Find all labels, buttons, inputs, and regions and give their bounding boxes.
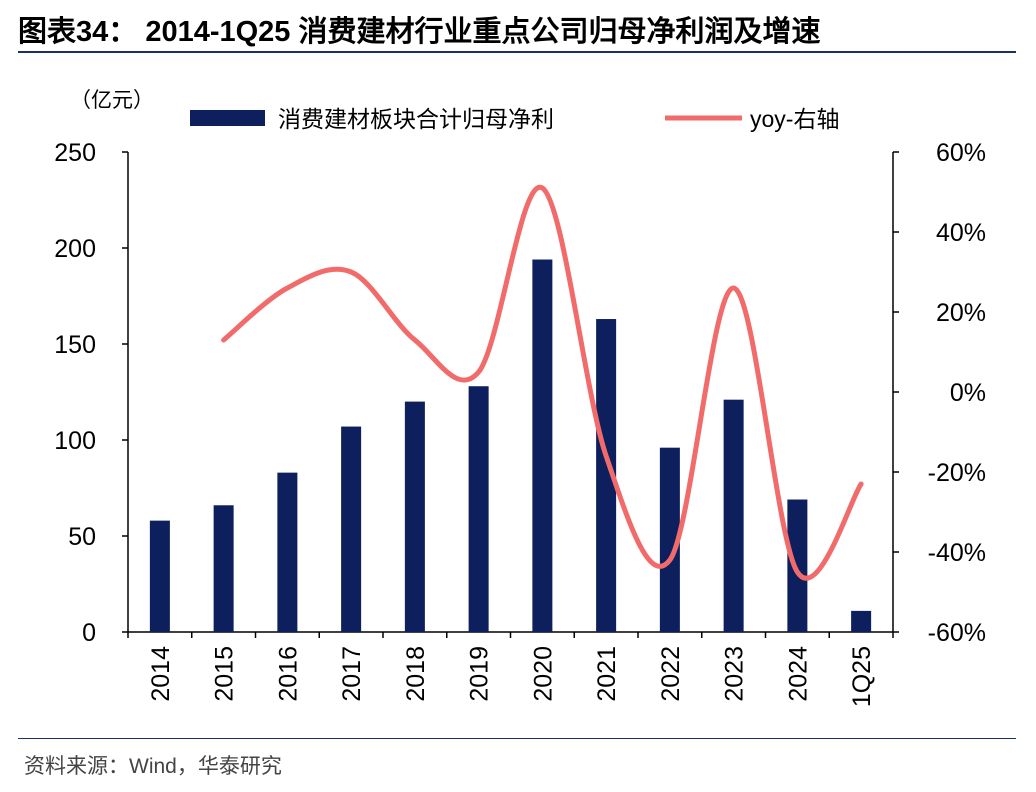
- x-axis-category-label: 1Q25: [848, 646, 876, 707]
- bar: [468, 386, 489, 632]
- right-axis-tick-label: -20%: [928, 459, 986, 487]
- left-axis-tick-label: 100: [54, 427, 96, 455]
- right-axis-tick-label: 40%: [936, 219, 986, 247]
- bar: [596, 319, 617, 632]
- x-axis-category-label: 2021: [593, 646, 621, 702]
- x-axis-category-label: 2023: [721, 646, 749, 702]
- x-axis-category-label: 2014: [147, 646, 175, 702]
- right-axis-tick-label: 20%: [936, 299, 986, 327]
- x-axis-category-label: 2019: [466, 646, 494, 702]
- right-axis-tick-label: -40%: [928, 539, 986, 567]
- right-axis-tick-label: 60%: [936, 139, 986, 167]
- yoy-line: [221, 184, 864, 581]
- bar: [532, 259, 553, 632]
- chart-title: 图表34： 2014-1Q25 消费建材行业重点公司归母净利润及增速: [18, 16, 821, 48]
- title-divider: [18, 51, 1016, 53]
- bar: [659, 447, 680, 632]
- legend-bar-label: 消费建材板块合计归母净利: [278, 106, 554, 132]
- x-axis-category-label: 2022: [657, 646, 685, 702]
- bar: [404, 401, 425, 632]
- left-axis-tick-label: 250: [54, 139, 96, 167]
- left-axis-tick-label: 150: [54, 331, 96, 359]
- left-axis-tick-label: 200: [54, 235, 96, 263]
- x-axis-category-label: 2015: [211, 646, 239, 702]
- right-axis-tick-label: 0%: [950, 379, 986, 407]
- x-axis-category-label: 2020: [529, 646, 557, 702]
- bar: [723, 399, 744, 632]
- bar: [277, 472, 298, 632]
- legend: 消费建材板块合计归母净利 yoy-右轴: [190, 106, 839, 132]
- x-axis-category-label: 2016: [274, 646, 302, 702]
- bar: [149, 520, 170, 632]
- footer-divider: [18, 738, 1016, 739]
- chart: （亿元） 消费建材板块合计归母净利 yoy-右轴 0 50 100 150 200 250…: [54, 89, 986, 707]
- left-axis-tick-label: 50: [68, 523, 96, 551]
- x-axis-category-label: 2024: [784, 646, 812, 702]
- bar: [787, 499, 808, 632]
- x-axis-category-label: 2017: [338, 646, 366, 702]
- legend-line-label: yoy-右轴: [750, 106, 839, 132]
- right-axis-tick-label: -60%: [928, 619, 986, 647]
- left-axis-unit-label: （亿元）: [70, 89, 154, 112]
- bar: [341, 426, 362, 632]
- source-note: 资料来源：Wind，华泰研究: [24, 755, 282, 778]
- legend-bar-swatch: [190, 110, 265, 126]
- left-axis-tick-label: 0: [82, 619, 96, 647]
- bar: [851, 610, 872, 632]
- bar: [213, 505, 234, 632]
- x-axis-category-label: 2018: [402, 646, 430, 702]
